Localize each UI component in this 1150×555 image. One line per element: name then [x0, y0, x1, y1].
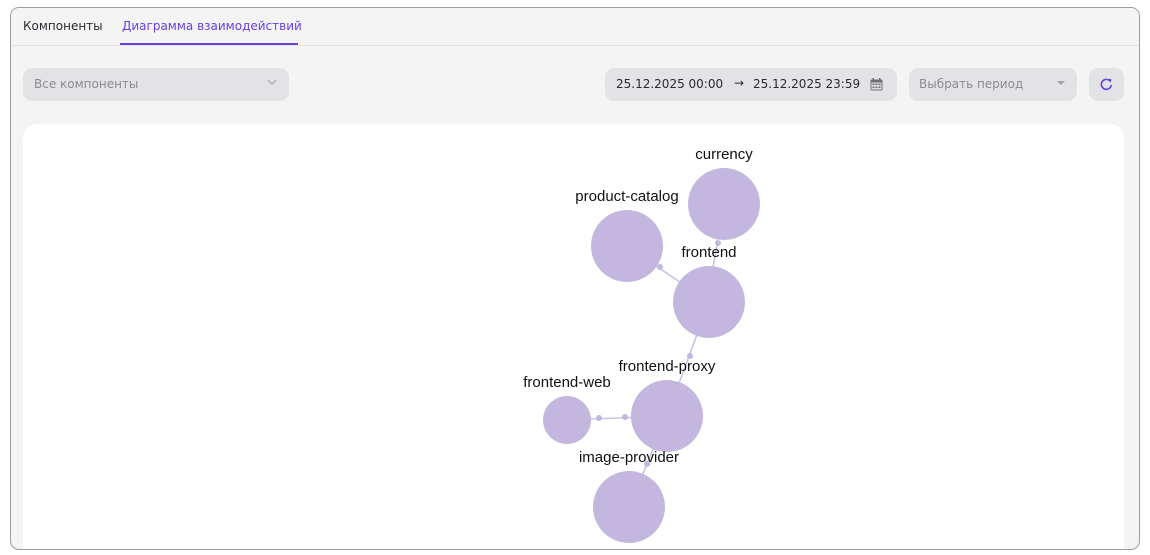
- component-select[interactable]: Все компоненты: [23, 68, 289, 101]
- date-from: 25.12.2025 00:00: [616, 77, 724, 91]
- date-range-picker[interactable]: 25.12.2025 00:00 → 25.12.2025 23:59: [605, 68, 897, 101]
- node-product-catalog[interactable]: [591, 210, 663, 282]
- chevron-down-icon: [267, 77, 277, 90]
- refresh-icon: [1100, 78, 1112, 91]
- node-label-frontend-proxy: frontend-proxy: [619, 358, 716, 375]
- interaction-diagram-canvas[interactable]: currency product-catalog frontend fronte…: [23, 124, 1124, 549]
- refresh-button[interactable]: [1089, 68, 1124, 101]
- edge-end-dot: [657, 264, 663, 270]
- app-window: Компоненты Диаграмма взаимодействий Все …: [10, 7, 1140, 550]
- node-frontend[interactable]: [673, 266, 745, 338]
- node-label-frontend: frontend: [681, 244, 736, 261]
- calendar-icon[interactable]: [870, 78, 883, 91]
- graph-nodes: [543, 168, 760, 543]
- active-tab-indicator: [120, 43, 298, 45]
- period-select-placeholder: Выбрать период: [919, 77, 1024, 91]
- edge-end-dot: [687, 353, 693, 359]
- tab-components[interactable]: Компоненты: [23, 19, 103, 33]
- node-label-currency: currency: [695, 146, 753, 163]
- period-select[interactable]: Выбрать период: [909, 68, 1077, 101]
- graph-labels: currency product-catalog frontend fronte…: [523, 146, 753, 466]
- component-select-placeholder: Все компоненты: [34, 77, 139, 91]
- tab-bar: Компоненты Диаграмма взаимодействий: [11, 8, 1139, 46]
- node-label-image-provider: image-provider: [579, 449, 679, 466]
- tab-interaction-diagram[interactable]: Диаграмма взаимодействий: [122, 19, 302, 33]
- edge-end-dot: [596, 415, 602, 421]
- edge-end-dot: [622, 414, 628, 420]
- edge-end-dot: [715, 240, 721, 246]
- interaction-graph: currency product-catalog frontend fronte…: [523, 146, 760, 543]
- range-arrow: →: [734, 76, 745, 90]
- node-label-frontend-web: frontend-web: [523, 374, 611, 391]
- node-frontend-proxy[interactable]: [631, 380, 703, 452]
- node-currency[interactable]: [688, 168, 760, 240]
- edge-end-dot: [644, 461, 650, 467]
- node-frontend-web[interactable]: [543, 396, 591, 444]
- caret-down-icon: [1057, 81, 1065, 85]
- node-image-provider[interactable]: [593, 471, 665, 543]
- node-label-product-catalog: product-catalog: [575, 188, 678, 205]
- date-to: 25.12.2025 23:59: [753, 77, 861, 91]
